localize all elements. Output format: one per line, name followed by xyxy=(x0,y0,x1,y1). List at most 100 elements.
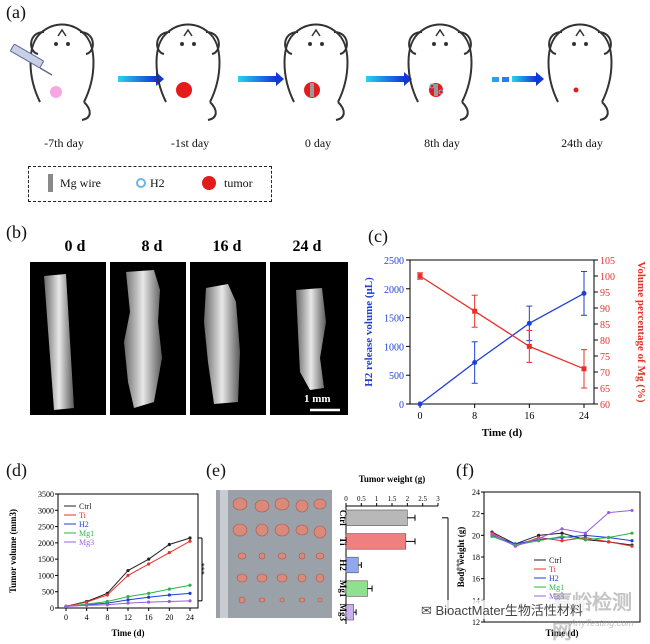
tumor-photo xyxy=(216,490,332,618)
mouse-icon-day-minus-7 xyxy=(29,23,95,121)
data-point xyxy=(537,536,541,541)
significance-label: *** xyxy=(200,563,209,575)
y-tick-label: 2500 xyxy=(38,523,54,532)
legend-label: Mg1 xyxy=(79,529,94,538)
y-tick-label: 500 xyxy=(42,588,54,597)
x-tick-label: 2.5 xyxy=(418,495,427,503)
chart-title: Tumor weight (g) xyxy=(359,474,426,484)
data-point xyxy=(147,562,151,566)
mg-wire-scan-8d xyxy=(124,270,162,408)
day-label: -7th day xyxy=(44,136,84,150)
x-tick-label: 24 xyxy=(579,411,589,422)
data-point xyxy=(472,308,478,314)
data-point xyxy=(526,320,532,326)
watermark-logo: ✉ BioactMater生物活性材料 xyxy=(418,600,586,619)
bar xyxy=(345,604,354,621)
x-tick-label: 12 xyxy=(124,613,132,622)
x-tick-label: 2 xyxy=(406,495,410,503)
series-line xyxy=(419,275,585,370)
day-label: -1st day xyxy=(170,136,210,150)
syringe-icon xyxy=(10,43,53,76)
mouse-icon-day-24 xyxy=(547,23,613,121)
mouse-icon-day-minus-1 xyxy=(155,23,221,121)
y-tick-label: 20 xyxy=(472,531,480,540)
data-point xyxy=(105,593,109,597)
x-tick-label: 8 xyxy=(105,613,109,622)
legend-label: H2 xyxy=(549,574,559,583)
watermark-logo-text: BioactMater生物活性材料 xyxy=(435,603,583,618)
panel-label-b: (b) xyxy=(6,222,27,242)
scan-title: 8 d xyxy=(141,238,163,255)
chart-h2-release: 0500100015002000250060657075808590951001… xyxy=(363,256,647,439)
y-right-axis-label: Volume percentage of Mg (%) xyxy=(635,261,647,402)
legend-label: Ctrl xyxy=(549,556,562,565)
panel-label-e: (e) xyxy=(206,460,226,480)
y-right-tick-label: 85 xyxy=(600,320,610,331)
data-point xyxy=(607,535,611,540)
x-tick-label: 4 xyxy=(85,613,89,622)
y-tick-label: 1500 xyxy=(38,555,54,564)
x-tick-label: 20 xyxy=(165,613,173,622)
watermark-site-en: AnyTesting.com xyxy=(570,618,634,628)
data-point xyxy=(126,573,130,578)
x-tick-label: 24 xyxy=(186,613,194,622)
y-tick-label: 2000 xyxy=(384,285,404,296)
legend-label: tumor xyxy=(224,176,253,190)
data-point xyxy=(105,599,109,604)
data-point xyxy=(417,401,423,407)
data-point xyxy=(630,539,634,543)
y-tick-label: 22 xyxy=(472,510,480,519)
data-point xyxy=(147,600,151,604)
data-point xyxy=(167,587,171,591)
chart-tumor-volume: 0 500 1000 1500 2000 2500 3000 3500 0 4 8 12 16 20 24 T… xyxy=(8,490,209,638)
data-point xyxy=(560,531,564,535)
y-right-tick-label: 105 xyxy=(600,256,615,267)
data-point xyxy=(581,366,587,372)
mouse-icon-day-0 xyxy=(283,23,349,121)
category-label: H2 xyxy=(338,559,348,571)
legend-label: Mg3 xyxy=(79,538,94,547)
legend-label: H2 xyxy=(150,176,165,190)
x-axis-label: Time (d) xyxy=(111,628,144,638)
timeline-schematic xyxy=(10,23,613,121)
y-tick-label: 1000 xyxy=(384,342,404,353)
data-point xyxy=(630,531,634,535)
mouse-icon-day-8 xyxy=(407,23,473,121)
y-right-tick-label: 80 xyxy=(600,336,610,347)
data-point xyxy=(85,603,89,607)
bar xyxy=(345,509,408,526)
x-axis-label: Time (d) xyxy=(545,628,578,638)
data-point xyxy=(560,534,564,539)
x-tick-label: 8 xyxy=(472,411,477,422)
y-tick-label: 3500 xyxy=(38,490,54,499)
data-point xyxy=(630,544,634,548)
data-point xyxy=(188,599,192,603)
day-label: 8th day xyxy=(424,136,460,150)
mg-wire-icon xyxy=(48,174,53,192)
data-point xyxy=(167,551,171,555)
scan-title: 16 d xyxy=(212,238,242,255)
mg-wire-scan-24d xyxy=(296,288,326,390)
x-tick-label: 0 xyxy=(418,411,423,422)
data-point xyxy=(147,557,151,561)
y-right-tick-label: 100 xyxy=(600,272,615,283)
data-point xyxy=(630,508,634,513)
data-point xyxy=(188,591,192,595)
y-tick-label: 2500 xyxy=(384,256,404,267)
panel-label-f: (f) xyxy=(456,460,474,480)
data-point xyxy=(167,593,171,597)
panel-label-d: (d) xyxy=(6,460,27,480)
y-axis-label: Body weight (g) xyxy=(456,527,466,588)
data-point xyxy=(126,598,130,602)
data-point xyxy=(147,591,151,595)
legend-label: H2 xyxy=(79,520,89,529)
data-point xyxy=(513,544,517,548)
bar xyxy=(345,556,359,574)
category-label: Mg1 xyxy=(338,580,348,598)
y-right-tick-label: 60 xyxy=(600,400,610,411)
data-point xyxy=(188,539,192,543)
legend-label: Mg1 xyxy=(549,583,564,592)
x-tick-label: 0 xyxy=(344,495,348,503)
arrow-icon xyxy=(492,72,544,86)
y-tick-label: 1500 xyxy=(384,314,404,325)
